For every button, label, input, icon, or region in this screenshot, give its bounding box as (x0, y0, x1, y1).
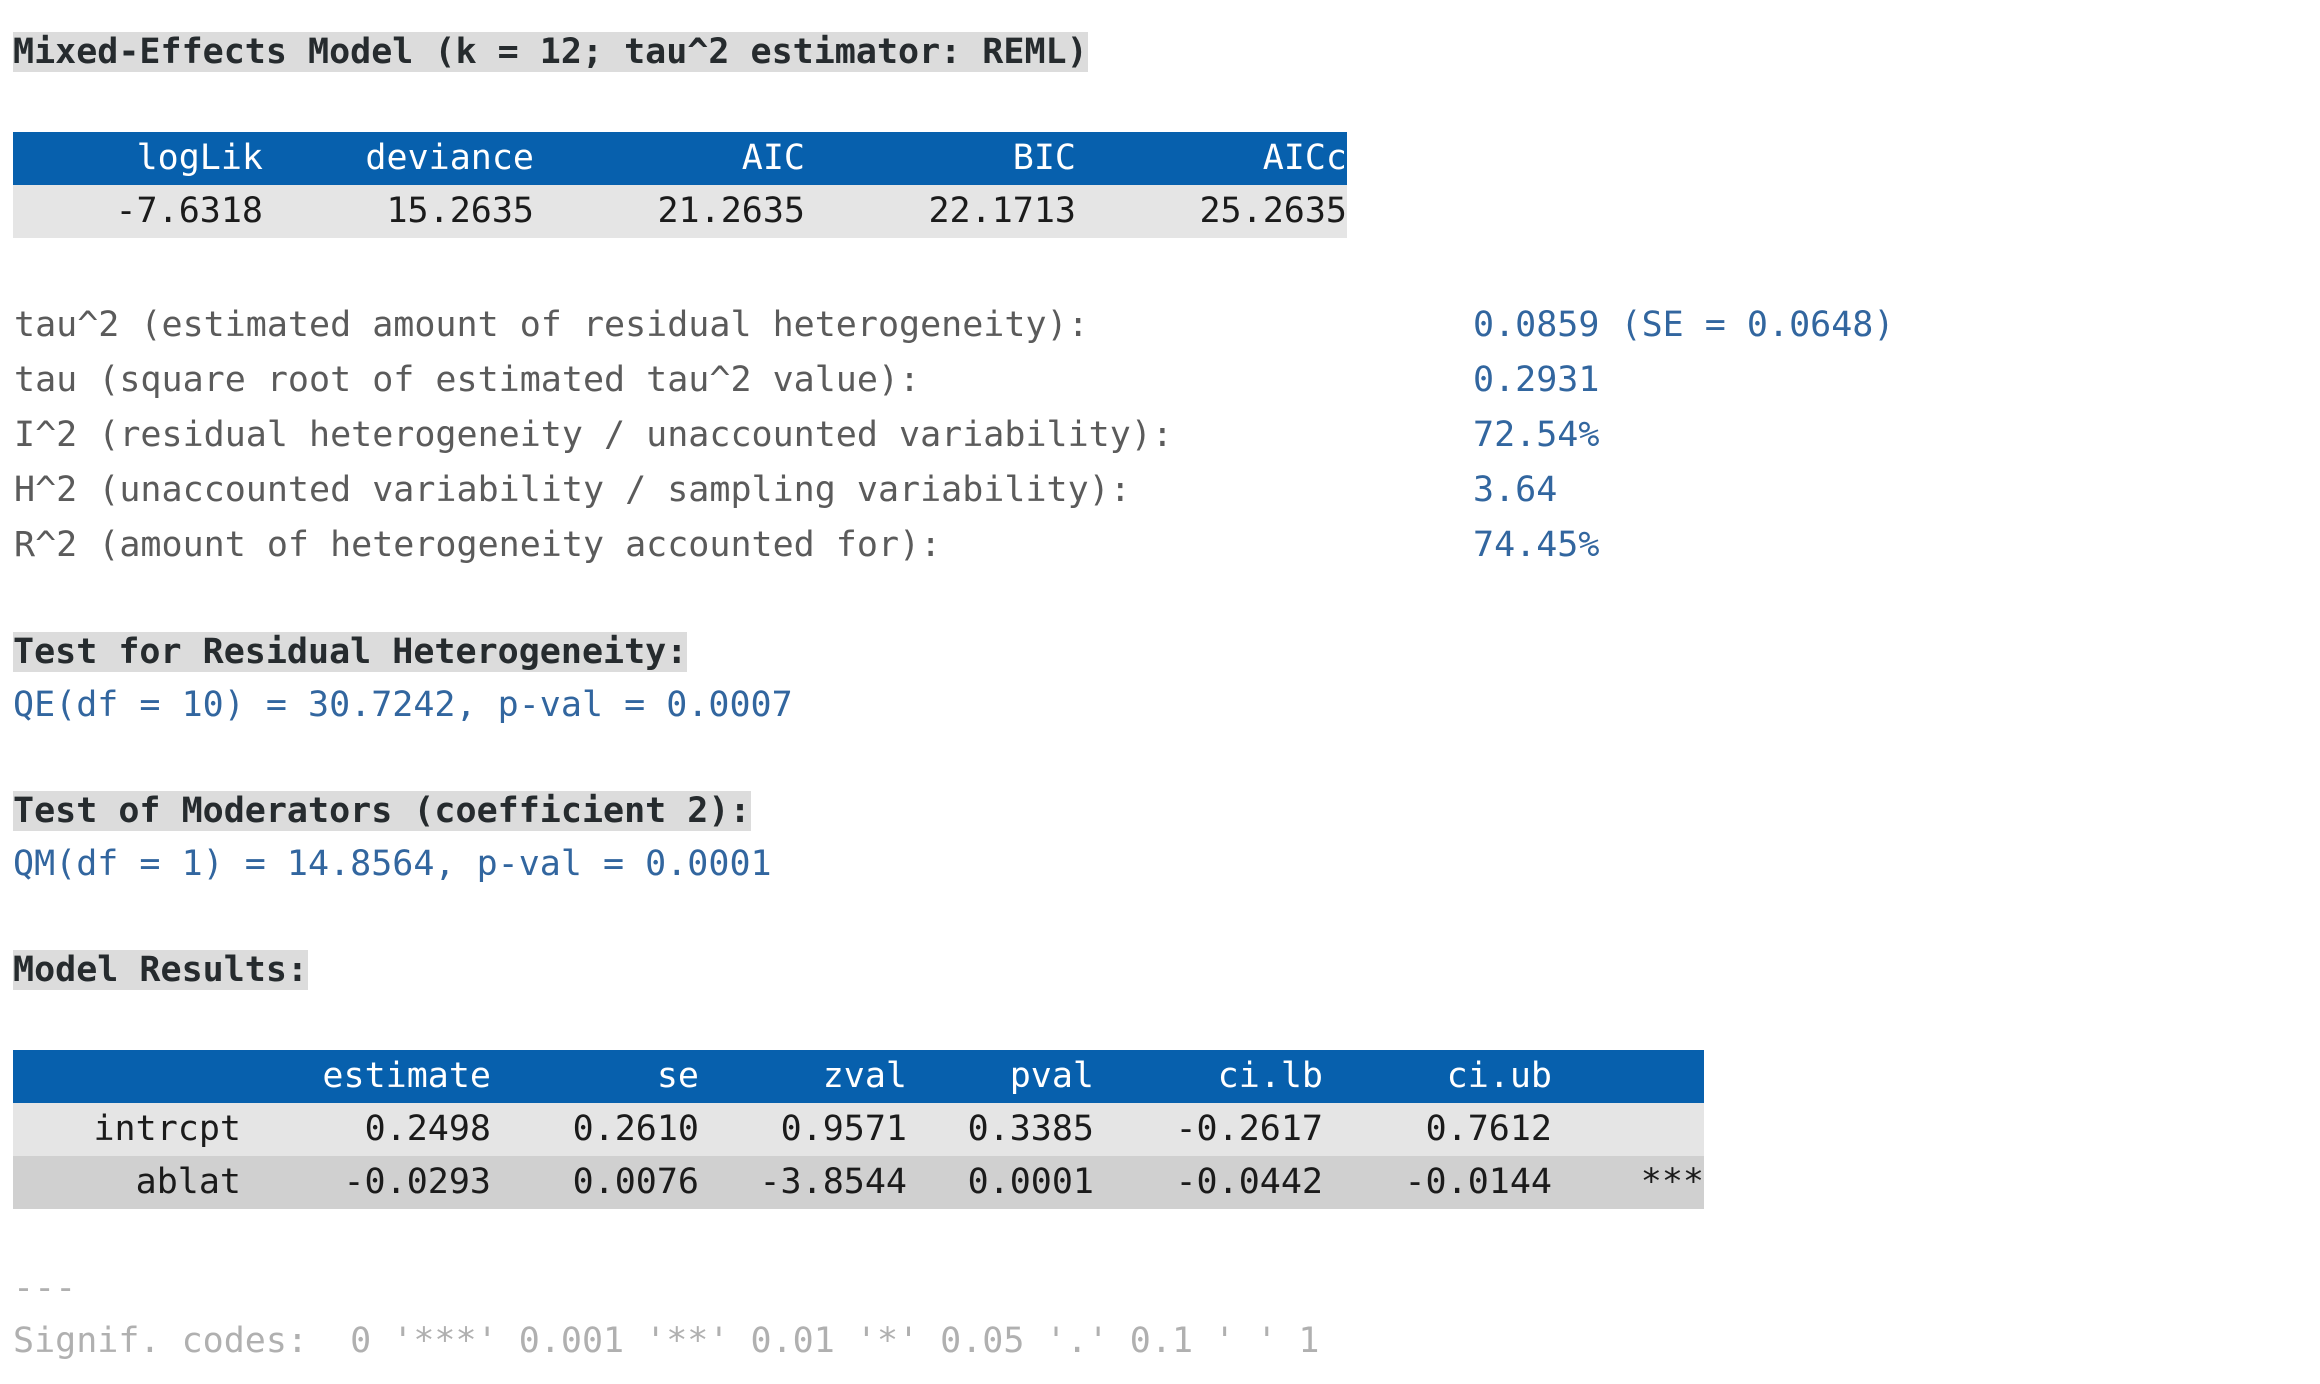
fit-value-deviance: 15.2635 (263, 185, 534, 238)
fit-statistics-table-wrap: logLik deviance AIC BIC AICc -7.6318 15.… (0, 132, 2320, 238)
heterogeneity-label-tau2: tau^2 (estimated amount of residual hete… (14, 305, 1089, 345)
test-residual-heterogeneity-heading-text: Test for Residual Heterogeneity: (13, 632, 688, 672)
fit-header-aic: AIC (534, 132, 805, 185)
heterogeneity-row: tau (square root of estimated tau^2 valu… (13, 353, 1895, 408)
spacer-after-model-results-heading (0, 997, 2320, 1050)
model-results-rowname-ablat: ablat (13, 1156, 241, 1209)
model-results-zval-intrcpt: 0.9571 (699, 1103, 907, 1156)
model-results-estimate-intrcpt: 0.2498 (241, 1103, 491, 1156)
model-results-cilb-intrcpt: -0.2617 (1094, 1103, 1323, 1156)
model-results-table: estimate se zval pval ci.lb ci.ub intrcp… (13, 1050, 1704, 1209)
model-results-pval-intrcpt: 0.3385 (907, 1103, 1094, 1156)
fit-value-aicc: 25.2635 (1076, 185, 1347, 238)
test-moderators-heading-text: Test of Moderators (coefficient 2): (13, 791, 751, 831)
test-moderators-line: QM(df = 1) = 14.8564, p-val = 0.0001 (13, 844, 772, 884)
model-results-header-se: se (491, 1050, 699, 1103)
model-results-heading: Model Results: (0, 944, 2320, 997)
heterogeneity-table: tau^2 (estimated amount of residual hete… (13, 298, 1895, 573)
spacer-before-footer (0, 1209, 2320, 1262)
model-results-heading-text: Model Results: (13, 950, 309, 990)
model-results-header-estimate: estimate (241, 1050, 491, 1103)
heterogeneity-row: H^2 (unaccounted variability / sampling … (13, 463, 1895, 518)
model-results-rowname-intrcpt: intrcpt (13, 1103, 241, 1156)
model-results-estimate-ablat: -0.0293 (241, 1156, 491, 1209)
test-moderators-heading: Test of Moderators (coefficient 2): (0, 785, 2320, 838)
model-results-ciub-ablat: -0.0144 (1323, 1156, 1552, 1209)
model-results-signif-intrcpt (1552, 1103, 1704, 1156)
test-residual-heterogeneity-heading: Test for Residual Heterogeneity: (0, 626, 2320, 679)
model-results-header-pval: pval (907, 1050, 1094, 1103)
test-residual-heterogeneity-line: QE(df = 10) = 30.7242, p-val = 0.0007 (13, 685, 793, 725)
spacer-after-qm (0, 891, 2320, 944)
heterogeneity-row: R^2 (amount of heterogeneity accounted f… (13, 518, 1895, 573)
fit-value-aic: 21.2635 (534, 185, 805, 238)
fit-header-aicc: AICc (1076, 132, 1347, 185)
fit-header-deviance: deviance (263, 132, 534, 185)
heterogeneity-value-tau2: 0.0859 (SE = 0.0648) (1473, 305, 1895, 345)
model-results-pval-ablat: 0.0001 (907, 1156, 1094, 1209)
heterogeneity-row: tau^2 (estimated amount of residual hete… (13, 298, 1895, 353)
model-results-cilb-ablat: -0.0442 (1094, 1156, 1323, 1209)
fit-value-bic: 22.1713 (805, 185, 1076, 238)
spacer-after-heterogeneity (0, 573, 2320, 626)
heterogeneity-label-h2: H^2 (unaccounted variability / sampling … (14, 470, 1131, 510)
footer-signif-codes: Signif. codes: 0 '***' 0.001 '**' 0.01 '… (13, 1321, 1320, 1361)
heterogeneity-value-tau: 0.2931 (1473, 360, 1600, 400)
model-title-text: Mixed-Effects Model (k = 12; tau^2 estim… (13, 32, 1088, 72)
model-results-ciub-intrcpt: 0.7612 (1323, 1103, 1552, 1156)
model-title: Mixed-Effects Model (k = 12; tau^2 estim… (0, 26, 2320, 79)
model-results-header-cilb: ci.lb (1094, 1050, 1323, 1103)
fit-statistics-value-row: -7.6318 15.2635 21.2635 22.1713 25.2635 (13, 185, 1347, 238)
model-results-header-signif (1552, 1050, 1704, 1103)
spacer-after-fit-table (0, 238, 2320, 298)
model-results-header-rowname (13, 1050, 241, 1103)
heterogeneity-value-h2: 3.64 (1473, 470, 1558, 510)
fit-statistics-header-row: logLik deviance AIC BIC AICc (13, 132, 1347, 185)
fit-header-loglik: logLik (13, 132, 263, 185)
model-results-signif-ablat: *** (1552, 1156, 1704, 1209)
heterogeneity-block: tau^2 (estimated amount of residual hete… (0, 298, 2320, 573)
table-row: ablat -0.0293 0.0076 -3.8544 0.0001 -0.0… (13, 1156, 1704, 1209)
heterogeneity-label-r2: R^2 (amount of heterogeneity accounted f… (14, 525, 942, 565)
model-results-se-intrcpt: 0.2610 (491, 1103, 699, 1156)
model-results-header-row: estimate se zval pval ci.lb ci.ub (13, 1050, 1704, 1103)
heterogeneity-value-i2: 72.54% (1473, 415, 1600, 455)
model-results-se-ablat: 0.0076 (491, 1156, 699, 1209)
table-row: intrcpt 0.2498 0.2610 0.9571 0.3385 -0.2… (13, 1103, 1704, 1156)
heterogeneity-row: I^2 (residual heterogeneity / unaccounte… (13, 408, 1895, 463)
model-results-header-zval: zval (699, 1050, 907, 1103)
model-results-zval-ablat: -3.8544 (699, 1156, 907, 1209)
model-results-header-ciub: ci.ub (1323, 1050, 1552, 1103)
footer-separator: --- (13, 1268, 77, 1308)
heterogeneity-label-tau: tau (square root of estimated tau^2 valu… (14, 360, 921, 400)
spacer-after-qe (0, 732, 2320, 785)
heterogeneity-label-i2: I^2 (residual heterogeneity / unaccounte… (14, 415, 1173, 455)
spacer-after-title (0, 79, 2320, 132)
fit-header-bic: BIC (805, 132, 1076, 185)
heterogeneity-value-r2: 74.45% (1473, 525, 1600, 565)
fit-statistics-table: logLik deviance AIC BIC AICc -7.6318 15.… (13, 132, 1347, 238)
model-results-table-wrap: estimate se zval pval ci.lb ci.ub intrcp… (0, 1050, 2320, 1209)
top-spacer (0, 0, 2320, 26)
fit-value-loglik: -7.6318 (13, 185, 263, 238)
